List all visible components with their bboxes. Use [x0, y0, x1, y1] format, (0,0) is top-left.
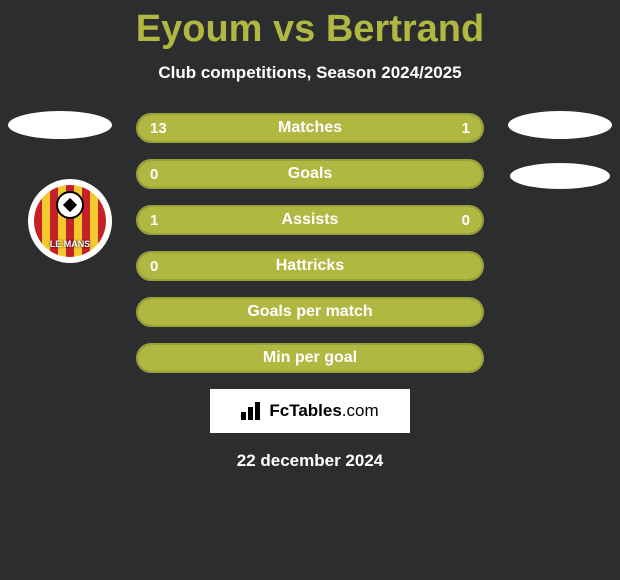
comparison-bars: 131Matches 0Goals 10Assists 0Hattricks Goals…: [136, 113, 484, 373]
page-subtitle: Club competitions, Season 2024/2025: [0, 63, 620, 83]
club-logo-stripes: LE MANS: [34, 185, 106, 257]
stat-bar: 131Matches: [136, 113, 484, 143]
page-title: Eyoum vs Bertrand: [0, 0, 620, 51]
placeholder-ellipse-right: [510, 163, 610, 189]
bar-label: Assists: [138, 207, 482, 233]
footer-brand-suffix: .com: [342, 401, 379, 420]
footer-date: 22 december 2024: [0, 451, 620, 471]
placeholder-ellipse-top-right: [508, 111, 612, 139]
bar-label: Hattricks: [138, 253, 482, 279]
stat-bar: 0Goals: [136, 159, 484, 189]
bar-label: Goals per match: [138, 299, 482, 325]
club-logo: LE MANS: [28, 179, 112, 263]
footer-brand-badge: FcTables.com: [210, 389, 410, 433]
bar-label: Min per goal: [138, 345, 482, 371]
stat-bar: 0Hattricks: [136, 251, 484, 281]
footer-brand-prefix: Fc: [269, 401, 289, 420]
comparison-content: LE MANS 131Matches 0Goals 10Assists 0Hattri…: [0, 113, 620, 373]
soccer-ball-icon: [56, 191, 84, 219]
stat-bar: Goals per match: [136, 297, 484, 327]
stat-bar: Min per goal: [136, 343, 484, 373]
stat-bar: 10Assists: [136, 205, 484, 235]
bar-label: Goals: [138, 161, 482, 187]
club-logo-label: LE MANS: [34, 239, 106, 249]
placeholder-ellipse-top-left: [8, 111, 112, 139]
footer-brand-main: Tables: [289, 401, 342, 420]
bar-label: Matches: [138, 115, 482, 141]
bar-chart-icon: [241, 402, 263, 420]
footer-brand-text: FcTables.com: [269, 401, 378, 421]
